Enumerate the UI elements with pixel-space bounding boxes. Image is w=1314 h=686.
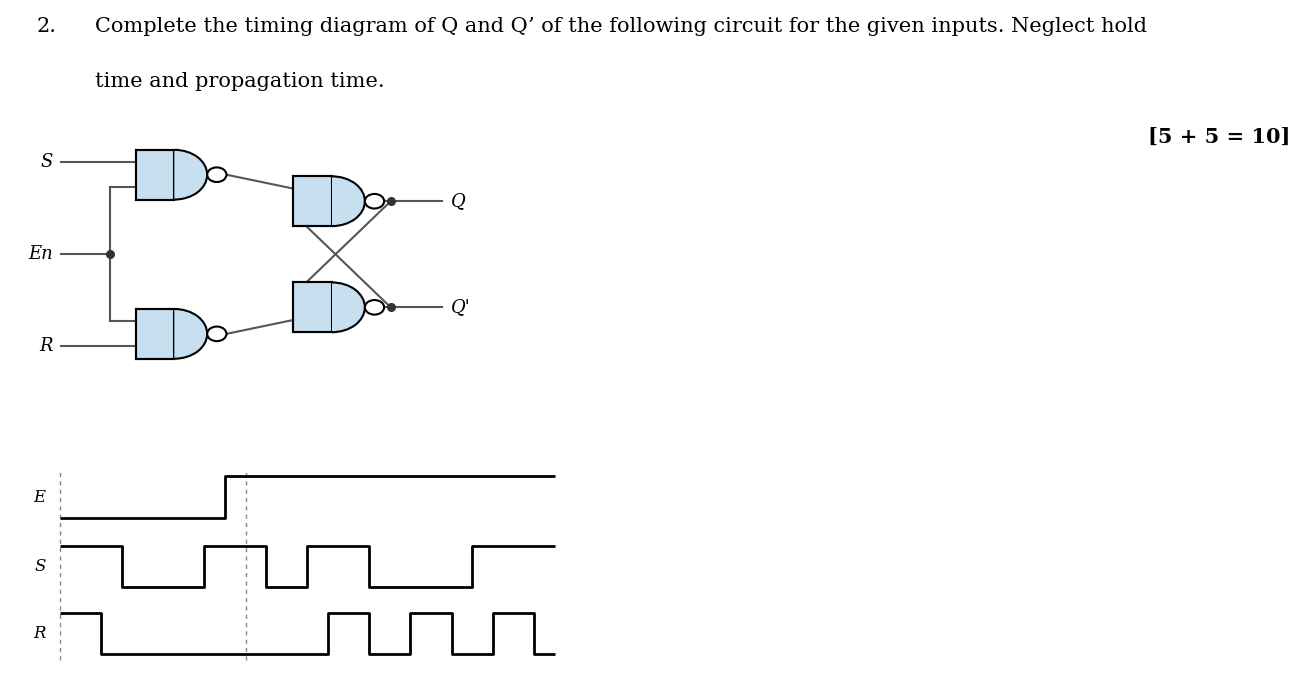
Polygon shape: [293, 176, 332, 226]
Text: E: E: [33, 488, 46, 506]
Text: 2.: 2.: [37, 17, 57, 36]
Polygon shape: [332, 283, 365, 332]
Circle shape: [208, 327, 226, 341]
Polygon shape: [135, 309, 175, 359]
Text: [5 + 5 = 10]: [5 + 5 = 10]: [1148, 127, 1290, 147]
Text: S: S: [34, 558, 46, 575]
Polygon shape: [332, 176, 365, 226]
Polygon shape: [135, 150, 175, 200]
Polygon shape: [293, 283, 332, 332]
Text: time and propagation time.: time and propagation time.: [95, 72, 384, 91]
Circle shape: [208, 167, 226, 182]
Text: Complete the timing diagram of Q and Q’ of the following circuit for the given i: Complete the timing diagram of Q and Q’ …: [95, 17, 1147, 36]
Text: Q: Q: [451, 192, 466, 210]
Polygon shape: [175, 309, 208, 359]
Text: En: En: [28, 246, 53, 263]
Text: Q': Q': [451, 298, 470, 316]
Circle shape: [365, 194, 384, 209]
Text: R: R: [39, 338, 53, 355]
Text: S: S: [41, 153, 53, 171]
Text: R: R: [33, 625, 46, 642]
Polygon shape: [175, 150, 208, 200]
Circle shape: [365, 300, 384, 315]
